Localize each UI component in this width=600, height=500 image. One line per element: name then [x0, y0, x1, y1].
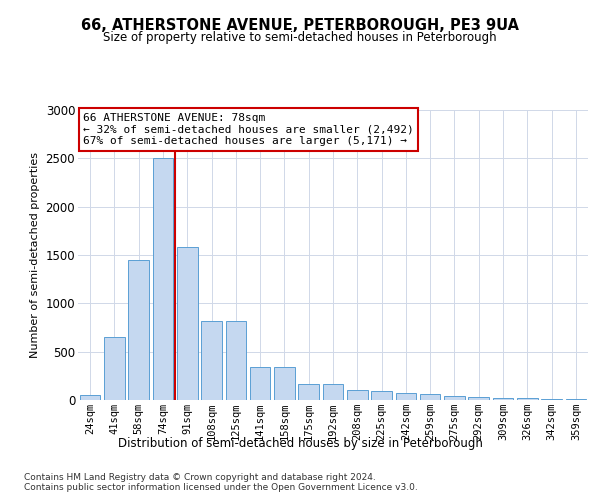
- Bar: [274, 367, 295, 400]
- Text: Contains public sector information licensed under the Open Government Licence v3: Contains public sector information licen…: [24, 484, 418, 492]
- Text: Size of property relative to semi-detached houses in Peterborough: Size of property relative to semi-detach…: [103, 31, 497, 44]
- Bar: [469, 397, 489, 400]
- Bar: [541, 398, 562, 400]
- Text: Contains HM Land Registry data © Crown copyright and database right 2024.: Contains HM Land Registry data © Crown c…: [24, 472, 376, 482]
- Bar: [444, 396, 465, 400]
- Text: 66, ATHERSTONE AVENUE, PETERBOROUGH, PE3 9UA: 66, ATHERSTONE AVENUE, PETERBOROUGH, PE3…: [81, 18, 519, 32]
- Text: Distribution of semi-detached houses by size in Peterborough: Distribution of semi-detached houses by …: [118, 438, 482, 450]
- Bar: [566, 399, 586, 400]
- Bar: [177, 248, 197, 400]
- Bar: [517, 398, 538, 400]
- Bar: [420, 394, 440, 400]
- Bar: [323, 384, 343, 400]
- Bar: [201, 320, 222, 400]
- Bar: [80, 395, 100, 400]
- Text: 66 ATHERSTONE AVENUE: 78sqm
← 32% of semi-detached houses are smaller (2,492)
67: 66 ATHERSTONE AVENUE: 78sqm ← 32% of sem…: [83, 113, 414, 146]
- Bar: [226, 320, 246, 400]
- Bar: [298, 384, 319, 400]
- Bar: [128, 260, 149, 400]
- Y-axis label: Number of semi-detached properties: Number of semi-detached properties: [30, 152, 40, 358]
- Bar: [395, 393, 416, 400]
- Bar: [250, 367, 271, 400]
- Bar: [493, 398, 514, 400]
- Bar: [371, 391, 392, 400]
- Bar: [152, 158, 173, 400]
- Bar: [104, 337, 125, 400]
- Bar: [347, 390, 368, 400]
